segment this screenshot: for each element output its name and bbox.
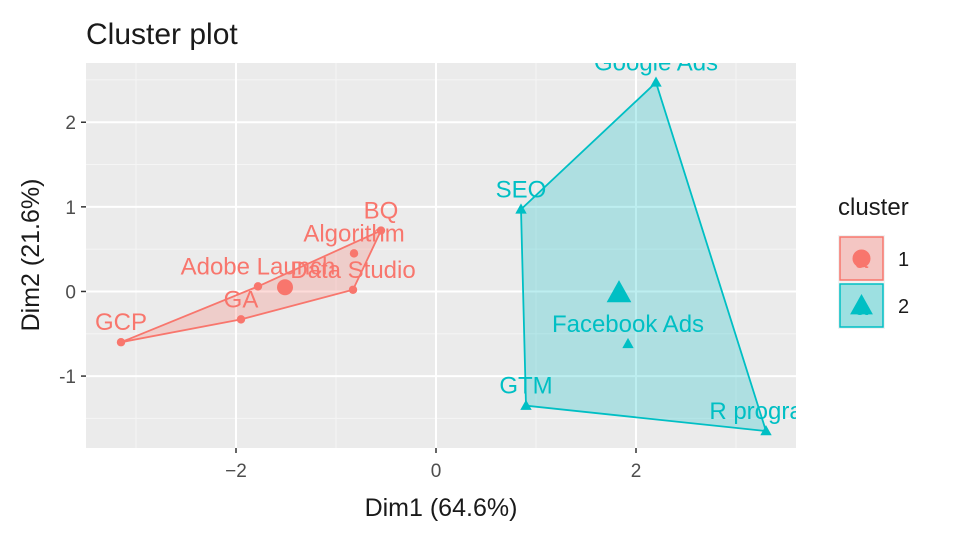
legend: cluster a 1a 2 bbox=[838, 194, 909, 329]
minor-gridlines bbox=[0, 0, 936, 503]
x-axis-title: Dim1 (64.6%) bbox=[365, 494, 518, 522]
x-tick-label: 0 bbox=[431, 461, 442, 482]
chart-title: Cluster plot bbox=[86, 18, 238, 51]
legend-key-text: a bbox=[855, 294, 869, 321]
major-gridlines bbox=[86, 63, 796, 448]
point-label: BQ bbox=[364, 198, 399, 225]
point-label: Facebook Ads bbox=[552, 311, 704, 338]
point-marker bbox=[376, 226, 386, 235]
point-marker bbox=[253, 282, 263, 291]
cluster-hulls bbox=[120, 80, 768, 433]
y-tick-label: 2 bbox=[65, 113, 76, 134]
point-marker bbox=[116, 338, 126, 347]
x-axis-ticks: −2 0 2 bbox=[225, 448, 641, 482]
point-marker bbox=[349, 249, 359, 258]
point-marker bbox=[236, 315, 246, 324]
point-label: GA bbox=[224, 286, 259, 313]
point-label: Google Ads bbox=[594, 49, 718, 76]
y-tick-label: 1 bbox=[65, 198, 76, 219]
cluster-1-centroid bbox=[277, 279, 293, 296]
legend-label: 1 bbox=[898, 249, 909, 271]
point-label: GTM bbox=[499, 373, 552, 400]
cluster-1-hull bbox=[120, 228, 383, 344]
data-points bbox=[116, 76, 772, 436]
point-label: Adobe Launch bbox=[181, 253, 336, 280]
point-label: SEO bbox=[496, 176, 547, 203]
x-tick-label: −2 bbox=[225, 461, 247, 482]
x-tick-label: 2 bbox=[631, 461, 642, 482]
point-label: Data Studio bbox=[290, 257, 415, 284]
y-tick-label: 0 bbox=[65, 282, 76, 303]
y-tick-label: -1 bbox=[59, 367, 76, 388]
plot-panel bbox=[86, 63, 796, 448]
point-marker bbox=[348, 285, 358, 294]
legend-key-text: a bbox=[855, 247, 869, 274]
point-label: R program bbox=[709, 398, 822, 425]
point-label: Algorithm bbox=[303, 220, 404, 247]
legend-key-swatch bbox=[839, 283, 884, 328]
point-marker bbox=[515, 203, 527, 214]
y-axis-ticks: -1 0 1 2 bbox=[59, 113, 86, 388]
legend-label: 2 bbox=[898, 296, 909, 318]
point-marker bbox=[622, 337, 634, 349]
legend-key-marker bbox=[852, 249, 871, 268]
legend-key-marker bbox=[850, 294, 873, 315]
point-marker bbox=[760, 425, 772, 436]
point-marker bbox=[650, 76, 662, 87]
point-marker bbox=[520, 399, 532, 410]
y-axis-title: Dim2 (21.6%) bbox=[17, 179, 45, 332]
point-label: GCP bbox=[95, 309, 147, 336]
cluster-2-centroid bbox=[606, 280, 632, 303]
legend-title: cluster bbox=[838, 194, 909, 221]
